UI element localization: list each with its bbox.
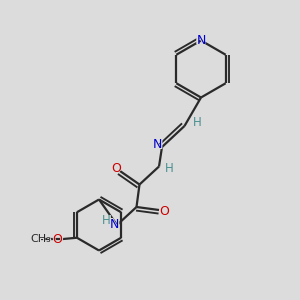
Text: N: N	[196, 34, 206, 47]
Text: H: H	[191, 116, 203, 130]
Text: N: N	[195, 34, 207, 47]
Text: O: O	[110, 161, 122, 175]
Text: N: N	[109, 218, 120, 231]
Text: CH₃: CH₃	[28, 233, 53, 246]
Text: O: O	[52, 233, 62, 246]
Text: O: O	[158, 205, 170, 218]
Text: H: H	[193, 116, 202, 130]
Text: O: O	[112, 161, 121, 175]
Text: N: N	[110, 218, 119, 231]
Text: N: N	[153, 138, 162, 151]
Text: H: H	[164, 161, 175, 175]
Text: H: H	[165, 161, 174, 175]
Text: O: O	[51, 232, 63, 246]
Text: N: N	[152, 138, 163, 152]
Text: H: H	[101, 214, 112, 227]
Text: O: O	[160, 205, 169, 218]
Text: H: H	[102, 214, 111, 227]
Text: CH₃: CH₃	[30, 234, 51, 244]
